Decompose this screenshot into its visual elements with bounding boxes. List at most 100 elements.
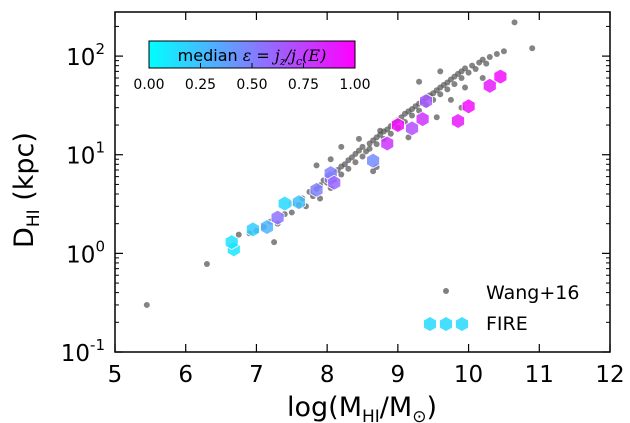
y-tick-label: 102 xyxy=(66,40,105,71)
wang-point xyxy=(341,161,348,168)
axis-ticks: 5 6 7 8 9 10 11 12 10-1 100 101 102 xyxy=(61,12,625,388)
data-points xyxy=(143,19,536,308)
colorbar-label-text: median xyxy=(178,46,243,65)
fire-point xyxy=(245,221,260,238)
colorbar-tick-label: 0.75 xyxy=(288,77,319,93)
wang-point xyxy=(370,168,377,175)
wang-point xyxy=(444,86,451,93)
colorbar-label-sub2: c xyxy=(296,55,302,68)
colorbar-label-mid: /j xyxy=(284,46,296,65)
wang-point xyxy=(437,91,444,98)
fire-point xyxy=(461,98,476,115)
y-axis-label: DHI (kpc) xyxy=(9,132,44,248)
y-axis-label-sub: HI xyxy=(24,209,44,227)
y-axis-label-main: D xyxy=(9,227,40,248)
x-tick-label: 5 xyxy=(108,362,123,388)
colorbar-label-sub1: z xyxy=(279,55,286,68)
wang-point xyxy=(327,156,334,163)
x-tick-label: 12 xyxy=(595,362,624,388)
wang-point xyxy=(203,261,210,268)
y-tick-label: 101 xyxy=(66,139,105,170)
colorbar-tick-label: 1.00 xyxy=(339,77,370,93)
wang-point xyxy=(447,96,454,103)
wang-point xyxy=(366,145,373,152)
y-tick-label: 10-1 xyxy=(61,336,105,367)
wang-point xyxy=(416,107,423,114)
wang-point xyxy=(458,74,465,81)
x-axis-label-end: ) xyxy=(426,392,437,423)
wang-point xyxy=(359,153,366,160)
wang-point xyxy=(479,56,486,63)
fire-point xyxy=(277,195,292,212)
wang-point xyxy=(352,159,359,166)
colorbar-label-math: ε = j xyxy=(243,46,280,65)
colorbar-tick-label: 0.00 xyxy=(133,77,164,93)
fire-point xyxy=(309,181,324,198)
wang-point xyxy=(409,112,415,119)
wang-point xyxy=(493,51,500,58)
fire-point xyxy=(415,111,430,128)
legend-fire-hex xyxy=(439,316,453,332)
wang-point xyxy=(451,81,458,88)
fire-point xyxy=(224,234,239,251)
legend-marker-wang xyxy=(443,288,449,294)
wang-point xyxy=(462,84,469,91)
wang-point xyxy=(373,141,380,148)
x-axis-label-main: log(M xyxy=(287,392,362,423)
wang-point xyxy=(317,195,324,202)
x-axis-label-mid: /M xyxy=(380,392,412,423)
x-tick-label: 10 xyxy=(454,362,483,388)
fire-point xyxy=(451,113,465,129)
wang-point xyxy=(345,165,352,172)
wang-point xyxy=(271,239,278,246)
legend-label-wang: Wang+16 xyxy=(486,282,579,304)
wang-point xyxy=(483,60,490,67)
colorbar-tick-label: 0.50 xyxy=(236,77,267,93)
wang-point xyxy=(387,130,394,137)
wang-point xyxy=(235,231,242,238)
colorbar: median ε = jz/jc(E) 0.00 0.25 0.50 0.75 1.00 xyxy=(133,40,371,93)
wang-point xyxy=(143,301,150,308)
fire-point xyxy=(366,152,381,169)
wang-point xyxy=(462,65,469,72)
legend-fire-hex xyxy=(455,316,469,332)
wang-point xyxy=(359,143,366,150)
wang-point xyxy=(529,45,536,52)
wang-point xyxy=(479,74,486,81)
colorbar-tick-label: 0.25 xyxy=(185,77,216,93)
x-axis-label-sub: HI xyxy=(362,407,380,423)
legend-fire-hex xyxy=(423,316,437,332)
x-tick-label: 7 xyxy=(249,362,264,388)
wang-point xyxy=(377,127,384,134)
fire-point xyxy=(419,93,434,110)
legend: Wang+16 FIRE xyxy=(423,282,579,335)
fire-point xyxy=(493,68,508,85)
wang-point xyxy=(472,66,479,73)
wang-point xyxy=(486,53,493,60)
y-tick-label: 100 xyxy=(66,237,105,268)
wang-point xyxy=(465,69,472,76)
legend-marker-fire xyxy=(423,316,469,332)
y-axis-label-unit: (kpc) xyxy=(9,132,40,209)
wang-point xyxy=(355,135,362,142)
wang-point xyxy=(511,19,518,26)
wang-point xyxy=(405,134,412,141)
wang-point xyxy=(416,78,423,85)
x-tick-label: 6 xyxy=(178,362,193,388)
wang-point xyxy=(338,143,345,150)
x-axis-label: log(MHI/M⊙) xyxy=(287,392,437,423)
wang-point xyxy=(355,147,362,154)
x-tick-label: 8 xyxy=(320,362,335,388)
x-axis-label-sun: ⊙ xyxy=(412,407,426,423)
fire-point xyxy=(390,117,405,133)
colorbar-label-end: (E) xyxy=(302,46,326,65)
wang-point xyxy=(437,68,444,75)
fire-point xyxy=(291,194,306,211)
wang-point xyxy=(338,171,345,178)
wang-point xyxy=(433,114,440,121)
colorbar-label: median ε = jz/jc(E) xyxy=(178,46,327,68)
fire-point xyxy=(260,219,274,235)
fire-point xyxy=(380,135,395,152)
x-tick-label: 9 xyxy=(391,362,406,388)
